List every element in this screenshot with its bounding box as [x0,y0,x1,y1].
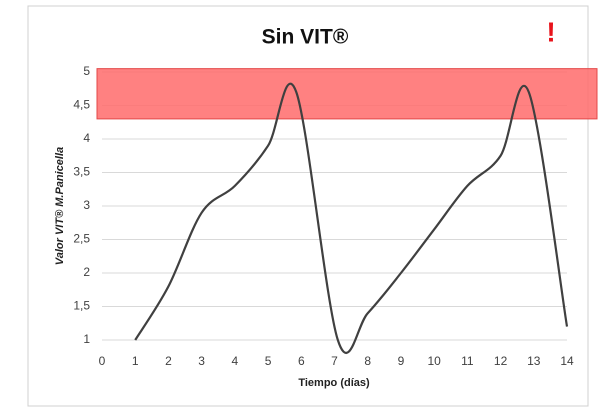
y-tick-label: 2 [83,265,90,279]
y-tick-label: 4 [83,131,90,145]
x-tick-label: 8 [364,354,371,368]
y-tick-label: 4,5 [73,98,90,112]
y-tick-label: 1,5 [73,299,90,313]
y-tick-label: 3,5 [73,165,90,179]
highlight-band [96,68,598,120]
x-tick-label: 13 [527,354,541,368]
x-tick-label: 2 [165,354,172,368]
chart-title: Sin VIT® [262,26,349,49]
alert-icon: ! [546,16,555,47]
y-tick-label: 3 [83,198,90,212]
x-tick-label: 5 [265,354,272,368]
x-tick-label: 3 [198,354,205,368]
x-tick-label: 10 [427,354,441,368]
x-tick-label: 6 [298,354,305,368]
x-tick-label: 1 [132,354,139,368]
x-tick-label: 14 [560,354,574,368]
y-tick-label: 2,5 [73,232,90,246]
x-tick-label: 4 [232,354,239,368]
y-tick-label: 5 [83,64,90,78]
x-tick-label: 7 [331,354,338,368]
x-axis-label: Tiempo (días) [298,377,370,389]
y-axis-label: Valor VIT® M.Panicella [54,147,66,265]
x-tick-label: 11 [461,354,474,368]
y-tick-label: 1 [83,332,90,346]
data-line [134,82,569,354]
x-tick-label: 9 [398,354,405,368]
x-tick-label: 12 [494,354,508,368]
x-tick-label: 0 [99,354,106,368]
